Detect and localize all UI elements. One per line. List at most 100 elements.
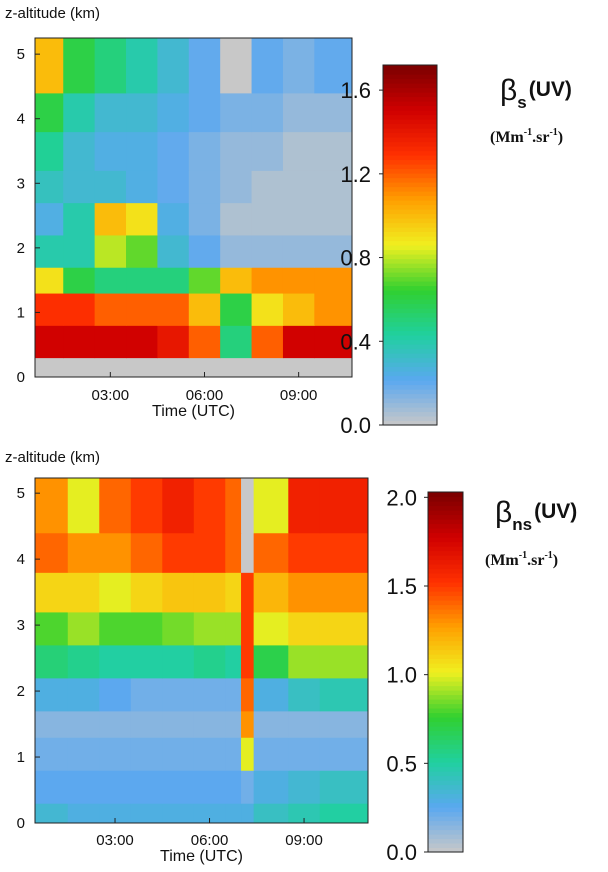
colorbar-slice: [428, 757, 463, 763]
heatmap-cell: [251, 92, 284, 133]
heatmap-cell: [241, 611, 255, 646]
heatmap-cell: [241, 677, 255, 712]
heatmap-cell: [288, 710, 321, 738]
symbol: β: [495, 496, 512, 529]
colorbar-slice: [428, 604, 463, 610]
symbol-text: (UV): [529, 78, 572, 101]
colorbar-slice: [428, 766, 463, 772]
colorbar-tick-label: 1.6: [340, 78, 371, 103]
colorbar-slice: [428, 658, 463, 664]
colorbar-slice: [428, 843, 463, 849]
heatmap-cell: [188, 202, 221, 236]
heatmap-cell: [188, 92, 221, 133]
heatmap-cell: [94, 202, 127, 236]
heatmap-cell: [157, 92, 190, 133]
heatmap-cell: [63, 38, 96, 94]
heatmap-cell: [157, 170, 190, 204]
colorbar-slice: [383, 65, 437, 71]
colorbar-slice: [383, 420, 437, 426]
colorbar-tick-label: 0.8: [340, 246, 371, 271]
colorbar-tick-label: 1.0: [386, 663, 417, 688]
colorbar-slice: [428, 667, 463, 673]
heatmap-cell: [241, 478, 255, 534]
heatmap-cell: [130, 803, 163, 824]
heatmap-cell: [94, 131, 127, 171]
heatmap-cell: [157, 38, 190, 94]
colorbar-slice: [383, 245, 437, 251]
colorbar-slice: [383, 159, 437, 165]
units-text: .sr: [527, 552, 544, 569]
heatmap-cell: [126, 170, 158, 204]
heatmap-cell: [220, 170, 253, 204]
colorbar-slice: [383, 191, 437, 197]
heatmap-cell: [241, 770, 255, 804]
colorbar-slice: [428, 613, 463, 619]
colorbar-slice: [428, 609, 463, 615]
colorbar-slice: [428, 564, 463, 570]
heatmap-cell: [193, 644, 226, 679]
heatmap-cell: [188, 131, 221, 171]
heatmap-cell: [253, 572, 289, 613]
heatmap-cell: [314, 234, 353, 268]
colorbar-slice: [428, 726, 463, 732]
heatmap-cell: [251, 234, 284, 268]
heatmap-cell: [193, 710, 226, 738]
heatmap-cell: [162, 803, 195, 824]
heatmap-cell: [67, 803, 100, 824]
heatmap-cell: [126, 267, 158, 294]
y-tick-label: 5: [17, 485, 25, 502]
colorbar-slice: [383, 83, 437, 89]
heatmap-cell: [193, 611, 226, 646]
colorbar-slice: [428, 838, 463, 844]
heatmap-cell: [282, 170, 315, 204]
heatmap-cell: [225, 572, 242, 613]
colorbar-slice: [383, 74, 437, 80]
units-superscript: -1: [549, 127, 557, 138]
heatmap-cell: [193, 478, 226, 534]
heatmap-cell: [130, 677, 163, 712]
colorbar-slice: [428, 730, 463, 736]
colorbar-slice: [428, 537, 463, 543]
heatmap-cell: [162, 644, 195, 679]
heatmap-cell: [126, 92, 158, 133]
colorbar-slice: [428, 721, 463, 727]
colorbar-slice: [428, 501, 463, 507]
colorbar-slice: [383, 105, 437, 111]
heatmap-cell: [63, 202, 96, 236]
heatmap-cell: [288, 478, 321, 534]
heatmap-cell: [63, 325, 96, 359]
heatmap-cell: [220, 234, 253, 268]
units-text: (Mm: [485, 552, 519, 569]
heatmap-cell: [188, 267, 221, 294]
heatmap-cell: [253, 532, 289, 573]
colorbar-slice: [383, 87, 437, 93]
y-axis-label: z-altitude (km): [5, 5, 100, 22]
heatmap-cell: [225, 737, 242, 771]
y-axis-label: z-altitude (km): [5, 449, 100, 466]
colorbar-slice: [383, 321, 437, 327]
colorbar-slice: [383, 204, 437, 210]
colorbar-tick-label: 0.0: [340, 413, 371, 438]
heatmap-cell: [282, 131, 315, 171]
colorbar-slice: [383, 276, 437, 282]
colorbar-slice: [428, 541, 463, 547]
colorbar-slice: [428, 816, 463, 822]
colorbar-slice: [383, 150, 437, 156]
heatmap-cell: [162, 478, 195, 534]
heatmap-cell: [130, 611, 163, 646]
colorbar-slice: [383, 416, 437, 422]
colorbar-slice: [428, 739, 463, 745]
heatmap-cell: [67, 478, 100, 534]
colorbar-slice: [383, 132, 437, 138]
heatmap-cell: [162, 737, 195, 771]
heatmap-cell: [35, 234, 64, 268]
heatmap-cell: [251, 170, 284, 204]
symbol-subscript: ns: [512, 515, 532, 534]
colorbar-slice: [428, 780, 463, 786]
heatmap-cell: [35, 803, 69, 824]
colorbar-slice: [383, 348, 437, 354]
colorbar-slice: [383, 303, 437, 309]
heatmap-cell: [225, 532, 242, 573]
heatmap-cell: [63, 170, 96, 204]
colorbar-slice: [383, 213, 437, 219]
